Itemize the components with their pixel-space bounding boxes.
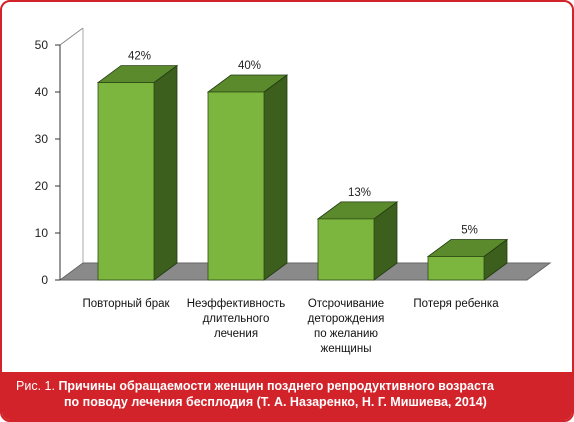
- y-tick-label: 50: [35, 38, 49, 52]
- caption-line-2: по поводу лечения бесплодия (Т. А. Назар…: [64, 395, 487, 409]
- x-category-label: Повторный брак: [82, 298, 170, 310]
- x-category-label: Потеря ребенка: [413, 298, 499, 310]
- bar-side: [263, 74, 288, 281]
- bar: [207, 91, 265, 281]
- data-label: 42%: [128, 51, 151, 63]
- back-wall-left-edge: [59, 27, 84, 280]
- caption-prefix: Рис. 1.: [16, 379, 55, 393]
- bar: [97, 82, 155, 281]
- bar-chart: 0 10 20 30 40 50 42% Повторный брак 40% Неэффекти…: [35, 27, 552, 355]
- figure-caption: Рис. 1. Причины обращаемости женщин позд…: [2, 372, 572, 420]
- y-tick-label: 20: [35, 179, 49, 193]
- x-category-label: Неэффективность длительного лечения: [187, 298, 286, 340]
- y-tick-label: 10: [35, 226, 49, 240]
- x-category-label: Отсрочивание деторождения по желанию женщин…: [308, 298, 385, 355]
- y-tick-label: 40: [35, 85, 49, 99]
- bar: [317, 218, 375, 281]
- data-label: 13%: [348, 187, 371, 199]
- caption-line-1: Причины обращаемости женщин позднего реп…: [58, 379, 495, 393]
- bar-side: [153, 64, 178, 281]
- bar: [427, 256, 485, 281]
- data-label: 5%: [461, 225, 478, 237]
- data-label: 40%: [238, 60, 261, 72]
- y-tick-label: 30: [35, 132, 49, 146]
- y-tick-label: 0: [41, 273, 48, 287]
